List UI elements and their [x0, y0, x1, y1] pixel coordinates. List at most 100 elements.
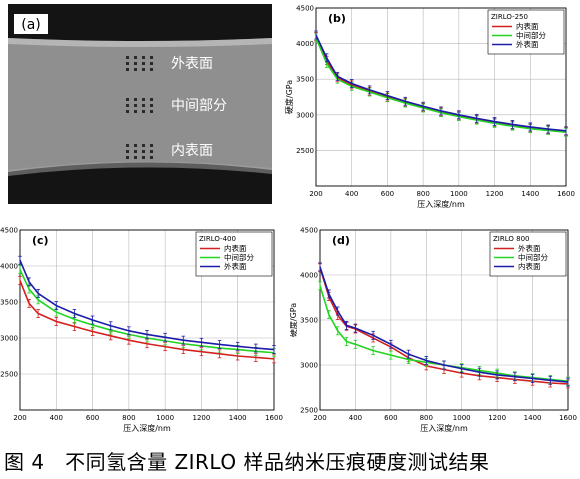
y-tick-label: 4500 [296, 5, 314, 13]
indent-mark [126, 56, 129, 59]
indent-mark [142, 144, 145, 147]
y-tick-label: 4000 [296, 40, 314, 48]
x-tick-label: 1000 [453, 414, 471, 422]
x-tick-label: 200 [13, 414, 26, 422]
indent-array [126, 56, 153, 159]
series-line [19, 280, 275, 360]
y-tick-label: 3000 [300, 362, 318, 370]
x-tick-label: 200 [313, 414, 326, 422]
x-tick-label: 1000 [450, 190, 468, 198]
micrograph-bottom-edge [8, 161, 272, 176]
legend-entry: 外表面 [518, 243, 541, 253]
legend-entry: 中间部分 [518, 252, 548, 262]
x-tick-label: 400 [345, 190, 358, 198]
micrograph-panel-a: (a) 外表面 中间部分 内表面 [8, 4, 272, 204]
indent-mark [134, 98, 137, 101]
x-tick-label: 600 [381, 190, 394, 198]
series-line [315, 37, 567, 134]
y-tick-label: 3500 [0, 299, 18, 307]
plot-frame [319, 229, 569, 411]
y-tick-label: 4500 [300, 227, 318, 235]
x-tick-label: 600 [86, 414, 99, 422]
label-middle-part: 中间部分 [171, 98, 227, 114]
panel-label: (c) [32, 234, 49, 247]
indent-mark [142, 110, 145, 113]
legend-entry: 外表面 [224, 261, 247, 271]
x-tick-label: 1600 [559, 414, 577, 422]
panel-label: (b) [328, 12, 346, 25]
indent-mark [142, 68, 145, 71]
indent-mark [150, 104, 153, 107]
x-tick-label: 400 [50, 414, 63, 422]
indent-mark [142, 62, 145, 65]
label-inner-surface: 内表面 [171, 143, 213, 159]
x-tick-label: 800 [122, 414, 135, 422]
chart-panel-b: 200 400 600 800 1000 1200 1400 1600 2500 3000 3500… [284, 5, 575, 210]
indent-mark [142, 150, 145, 153]
indent-mark [150, 144, 153, 147]
y-axis-label: 硬度/GPa [290, 303, 298, 337]
indent-mark [126, 68, 129, 71]
legend-entry: 内表面 [224, 243, 247, 253]
y-tick-label: 2500 [0, 371, 18, 379]
indent-mark [150, 62, 153, 65]
panel-label-box [14, 14, 48, 34]
indent-mark [126, 98, 129, 101]
y-tick-label: 3500 [296, 76, 314, 84]
x-axis-label: 压入深度/nm [123, 423, 171, 433]
y-tick-label: 4000 [300, 272, 318, 280]
x-tick-label: 1600 [265, 414, 283, 422]
y-tick-label: 4000 [0, 263, 18, 271]
indent-mark [142, 56, 145, 59]
indent-mark [134, 110, 137, 113]
indent-mark [126, 156, 129, 159]
y-tick-label: 2500 [300, 407, 318, 415]
x-tick-label: 800 [420, 414, 433, 422]
x-tick-label: 400 [349, 414, 362, 422]
indent-mark [134, 62, 137, 65]
legend-title: ZIRLO-250 [491, 13, 528, 21]
indent-mark [126, 110, 129, 113]
legend-entry: 内表面 [518, 261, 541, 271]
x-tick-label: 1400 [524, 414, 542, 422]
figure-caption: 图 4 不同氢含量 ZIRLO 样品纳米压痕硬度测试结果 [4, 450, 490, 474]
indent-mark [150, 68, 153, 71]
indent-mark [150, 98, 153, 101]
y-tick-label: 3000 [296, 111, 314, 119]
legend-box [487, 9, 565, 55]
indent-mark [134, 144, 137, 147]
x-tick-label: 1200 [193, 414, 211, 422]
plot-frame [315, 7, 567, 187]
micrograph-sample-band [8, 38, 272, 172]
x-tick-label: 1400 [229, 414, 247, 422]
indent-mark [134, 156, 137, 159]
y-tick-label: 2500 [296, 147, 314, 155]
indent-mark [150, 110, 153, 113]
legend-box [489, 231, 567, 277]
legend-title: ZIRLO-400 [199, 235, 236, 243]
indent-mark [142, 156, 145, 159]
x-tick-label: 200 [309, 190, 322, 198]
x-tick-label: 600 [384, 414, 397, 422]
indent-mark [142, 98, 145, 101]
indent-mark [126, 144, 129, 147]
x-tick-label: 1200 [488, 414, 506, 422]
indent-mark [126, 62, 129, 65]
label-outer-surface: 外表面 [171, 56, 213, 72]
y-tick-label: 4500 [0, 227, 18, 235]
indent-mark [142, 104, 145, 107]
legend-entry: 外表面 [516, 39, 539, 49]
indent-mark [134, 104, 137, 107]
legend-title: ZIRLO 800 [493, 235, 529, 243]
x-tick-label: 1200 [486, 190, 504, 198]
y-axis-label: 硬度/GPa [284, 80, 294, 114]
indent-mark [150, 56, 153, 59]
legend-box [195, 231, 273, 277]
panel-label-a: (a) [21, 17, 41, 33]
series-line [19, 259, 275, 351]
series-line [19, 269, 275, 354]
y-tick-label: 3000 [0, 335, 18, 343]
series-line [315, 34, 567, 132]
x-axis-label: 压入深度/nm [420, 423, 468, 433]
indent-mark [150, 150, 153, 153]
